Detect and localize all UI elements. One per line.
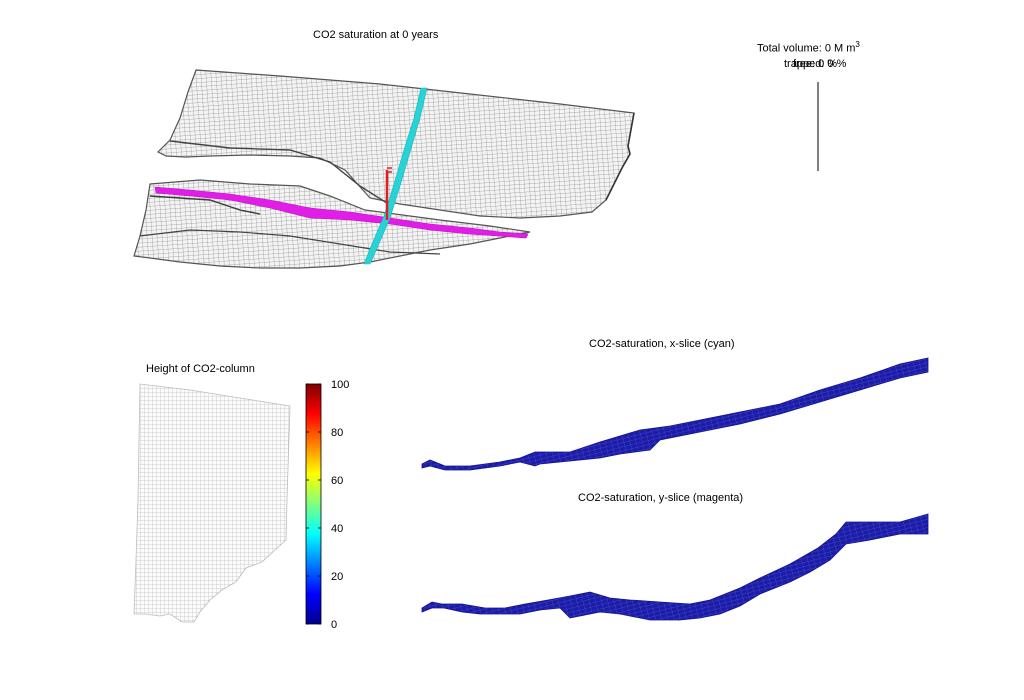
upper-reservoir-lobe	[156, 69, 635, 219]
reservoir-mesh	[133, 69, 635, 269]
x-slice-marker	[363, 87, 428, 265]
colorbar-tick-label: 60	[331, 475, 343, 487]
free-label: free: 0 %	[793, 58, 838, 70]
east-fault-edge	[605, 112, 635, 201]
colorbar-tick-label: 20	[331, 571, 343, 583]
y-slice-marker	[154, 186, 529, 239]
column-height-title: Height of CO2-column	[146, 363, 255, 375]
main-plot-title: CO2 saturation at 0 years	[313, 29, 439, 41]
injection-well-marker	[385, 167, 392, 220]
fault-line-mid	[149, 195, 261, 215]
colorbar-tick-label: 80	[331, 427, 343, 439]
colorbar-gradient	[305, 383, 322, 625]
trapped-label: trapped: 0 %	[784, 58, 847, 70]
fault-line-lower	[139, 229, 441, 255]
colorbar-tick-label: 100	[331, 379, 349, 391]
colorbar-tick-label: 0	[331, 619, 337, 631]
total-volume-label: Total volume: 0 M m3	[757, 40, 860, 55]
y-slice-section	[421, 513, 929, 621]
x-slice-section	[421, 357, 929, 471]
lower-reservoir-lobe	[133, 179, 531, 269]
colorbar-ticks: 0 20 40 60 80 100	[306, 379, 349, 631]
colorbar: 0 20 40 60 80 100	[305, 379, 349, 631]
y-slice-title: CO2-saturation, y-slice (magenta)	[578, 492, 744, 504]
fault-line-upper	[169, 140, 391, 206]
column-height-map	[133, 383, 291, 623]
x-slice-title: CO2-saturation, x-slice (cyan)	[589, 338, 735, 350]
colorbar-tick-label: 40	[331, 523, 343, 535]
